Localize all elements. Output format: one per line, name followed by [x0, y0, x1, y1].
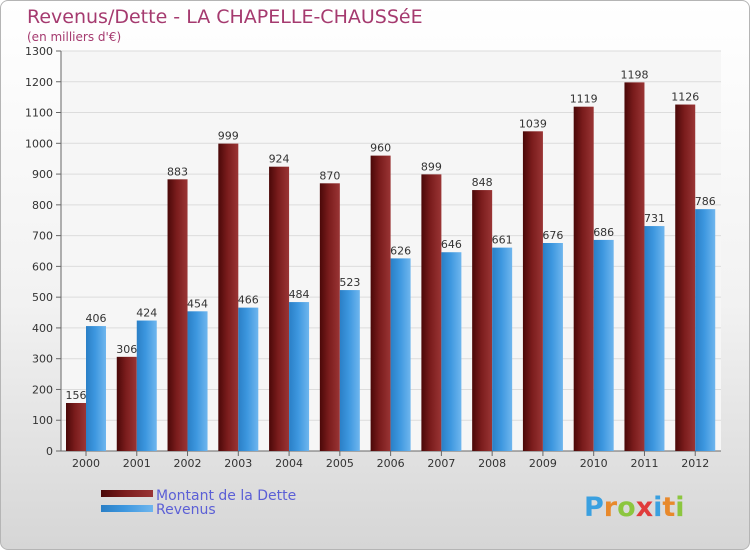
value-label-debt-2007: 899 — [421, 160, 442, 173]
logo-letter: x — [636, 492, 653, 523]
bar-revenus-2004 — [289, 302, 310, 451]
y-tick-label: 1100 — [25, 107, 53, 120]
value-label-revenus-2006: 626 — [390, 244, 411, 257]
bar-debt-2008 — [472, 190, 493, 452]
bar-debt-2001 — [116, 356, 137, 451]
y-tick-label: 100 — [32, 414, 53, 427]
value-label-debt-2011: 1198 — [620, 68, 648, 81]
value-label-revenus-2001: 424 — [136, 307, 157, 320]
chart-subtitle: (en milliers d'€) — [27, 30, 121, 44]
value-label-debt-2006: 960 — [370, 142, 391, 155]
bar-debt-2002 — [167, 179, 188, 452]
bar-revenus-2011 — [644, 226, 665, 451]
bar-debt-2003 — [218, 143, 239, 451]
value-label-revenus-2011: 731 — [644, 212, 665, 225]
proxiti-logo: Proxiti — [584, 492, 685, 523]
value-label-debt-2002: 883 — [167, 165, 188, 178]
bar-revenus-2008 — [492, 247, 513, 451]
bar-debt-2009 — [522, 131, 543, 452]
bar-debt-2010 — [573, 106, 594, 451]
logo-letter: t — [662, 492, 675, 523]
value-label-revenus-2010: 686 — [593, 226, 614, 239]
y-tick-label: 300 — [32, 353, 53, 366]
value-label-debt-2009: 1039 — [519, 117, 547, 130]
logo-letter: i — [653, 492, 662, 523]
y-tick-label: 400 — [32, 322, 53, 335]
x-tick-label: 2005 — [326, 457, 354, 470]
logo-letter: i — [675, 492, 684, 523]
y-tick-label: 200 — [32, 383, 53, 396]
value-label-debt-2012: 1126 — [671, 91, 699, 104]
value-label-revenus-2005: 523 — [339, 276, 360, 289]
x-tick-label: 2007 — [427, 457, 455, 470]
y-axis-ticks: 0 100 200 300 400 500 600 700 800 900 1000 1100 1200… — [25, 45, 721, 458]
bar-revenus-2002 — [187, 311, 208, 451]
value-label-debt-2005: 870 — [319, 169, 340, 182]
bar-debt-2007 — [421, 174, 442, 451]
x-tick-label: 2010 — [580, 457, 608, 470]
y-tick-label: 1000 — [25, 137, 53, 150]
bar-revenus-2007 — [441, 252, 462, 451]
value-label-debt-2008: 848 — [472, 176, 493, 189]
bar-revenus-2005 — [339, 290, 360, 451]
value-label-debt-2004: 924 — [269, 153, 290, 166]
bar-debt-2000 — [66, 403, 86, 451]
y-tick-label: 800 — [32, 199, 53, 212]
y-tick-label: 700 — [32, 230, 53, 243]
logo-letter: P — [584, 492, 604, 523]
x-tick-label: 2001 — [123, 457, 151, 470]
bar-revenus-2006 — [390, 258, 411, 451]
y-tick-label: 1200 — [25, 76, 53, 89]
value-label-revenus-2009: 676 — [542, 229, 563, 242]
value-label-debt-2010: 1119 — [570, 93, 598, 106]
value-label-revenus-2002: 454 — [187, 297, 208, 310]
legend-swatch-revenus — [101, 505, 153, 512]
bar-debt-2004 — [269, 166, 290, 451]
chart-title: Revenus/Dette - LA CHAPELLE-CHAUSSéE — [27, 6, 423, 28]
value-label-debt-2001: 306 — [116, 343, 137, 356]
x-tick-label: 2011 — [630, 457, 658, 470]
value-label-debt-2003: 999 — [218, 130, 239, 143]
x-tick-label: 2000 — [72, 457, 100, 470]
logo-letter: r — [604, 492, 618, 523]
y-tick-label: 1300 — [25, 45, 53, 58]
logo-letter: o — [617, 492, 636, 523]
value-label-revenus-2007: 646 — [441, 238, 462, 251]
x-tick-label: 2006 — [377, 457, 405, 470]
y-tick-label: 600 — [32, 260, 53, 273]
y-tick-label: 0 — [46, 445, 53, 458]
y-tick-label: 900 — [32, 168, 53, 181]
bar-debt-2005 — [319, 183, 340, 452]
legend-label-revenus: Revenus — [156, 502, 216, 518]
bar-debt-2011 — [624, 82, 645, 451]
x-tick-label: 2004 — [275, 457, 303, 470]
bar-revenus-2012 — [695, 209, 716, 451]
x-tick-label: 2002 — [174, 457, 202, 470]
bar-debt-2012 — [675, 104, 696, 452]
legend: Montant de la Dette Revenus — [101, 488, 296, 518]
value-label-revenus-2012: 786 — [695, 195, 716, 208]
bar-debt-2006 — [370, 155, 391, 451]
value-label-revenus-2000: 406 — [86, 312, 107, 325]
bar-revenus-2009 — [542, 243, 563, 451]
x-tick-label: 2012 — [681, 457, 709, 470]
value-label-revenus-2003: 466 — [238, 294, 259, 307]
x-axis-ticks: 2000 2001 2002 2003 2004 2005 2006 2007 2008 2009… — [72, 451, 709, 470]
value-label-revenus-2008: 661 — [492, 234, 513, 247]
value-label-revenus-2004: 484 — [289, 288, 310, 301]
bar-revenus-2010 — [593, 239, 614, 451]
legend-swatch-debt — [101, 490, 153, 497]
y-tick-label: 500 — [32, 291, 53, 304]
bar-revenus-2001 — [136, 320, 157, 451]
x-tick-label: 2009 — [529, 457, 557, 470]
value-label-debt-2000: 156 — [66, 389, 87, 402]
bars: 156 406 306 424 883 454 999 466 924 484 870 523 960 6… — [66, 68, 716, 452]
bar-revenus-2003 — [238, 307, 259, 451]
x-tick-label: 2003 — [224, 457, 252, 470]
legend-label-debt: Montant de la Dette — [156, 488, 296, 504]
x-tick-label: 2008 — [478, 457, 506, 470]
bar-revenus-2000 — [86, 326, 106, 451]
